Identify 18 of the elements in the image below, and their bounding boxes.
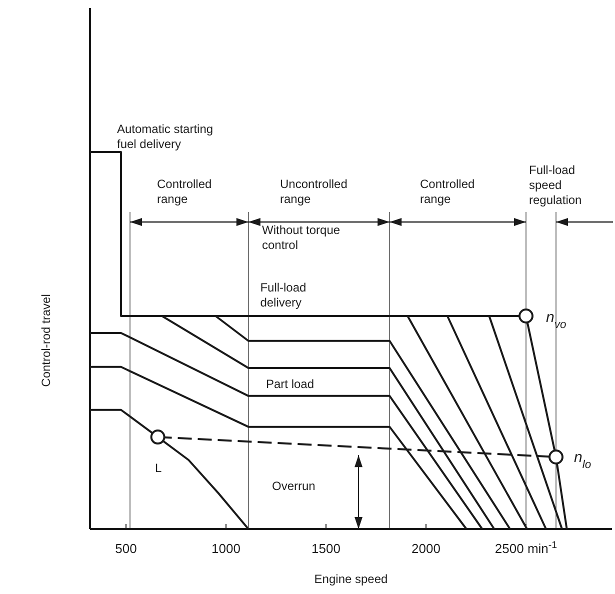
x-tick-label: 1000 bbox=[212, 541, 240, 556]
x-tick-label: 2000 bbox=[412, 541, 440, 556]
annotation: n$_{lo}$ bbox=[574, 449, 592, 471]
annotation: Uncontrolled range bbox=[280, 177, 348, 206]
annotation: Part load bbox=[266, 377, 314, 391]
annotation: Full-load delivery bbox=[260, 280, 306, 310]
annotation: Overrun bbox=[272, 479, 316, 493]
x-axis-title: Engine speed bbox=[314, 572, 388, 586]
x-tick-label: 1500 bbox=[312, 541, 340, 556]
annotation: Automatic starting fuel delivery bbox=[117, 122, 214, 151]
annotation: Controlled range bbox=[420, 177, 475, 206]
y-axis-title: Control-rod travel bbox=[39, 294, 53, 387]
annotation: Controlled range bbox=[157, 177, 212, 206]
x-tick-label: 2500 min$^{-1}$ bbox=[494, 540, 558, 556]
annotation: L bbox=[155, 461, 162, 475]
annotation: Without torque control bbox=[262, 223, 340, 252]
annotation: Full-load speed regulation bbox=[529, 163, 582, 207]
x-tick-label: 500 bbox=[115, 541, 137, 556]
